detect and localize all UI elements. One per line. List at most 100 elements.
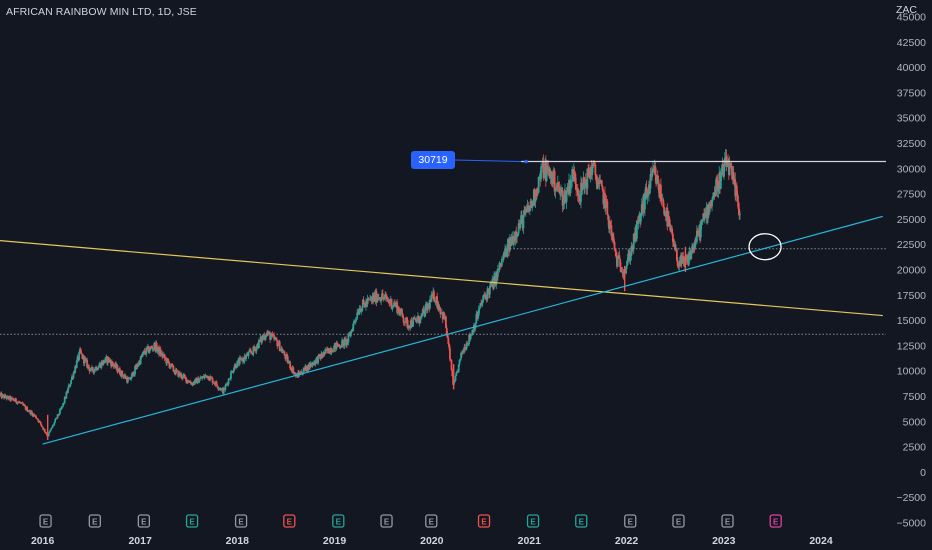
- earnings-badge-box: [39, 514, 52, 528]
- candle-body: [474, 323, 477, 329]
- candle-body: [134, 366, 136, 375]
- earnings-badge[interactable]: E: [137, 514, 150, 528]
- candle-body: [366, 298, 369, 305]
- candle-body: [166, 358, 169, 361]
- candle-body: [19, 401, 21, 403]
- candle-body: [93, 369, 96, 373]
- candle-body: [404, 322, 407, 324]
- candle-body: [727, 161, 729, 166]
- candle-body: [554, 190, 557, 192]
- candle-body: [353, 320, 355, 324]
- candle-body: [595, 174, 598, 181]
- candle-body: [243, 356, 246, 362]
- candle-body: [329, 348, 332, 353]
- candle-body: [606, 201, 609, 215]
- candle-body: [112, 364, 115, 367]
- candle-body: [408, 325, 411, 328]
- candle-body: [565, 190, 568, 203]
- candle-body: [209, 376, 212, 381]
- candle-body: [116, 365, 119, 373]
- earnings-badge[interactable]: E: [721, 514, 734, 528]
- y-tick-label: 12500: [897, 340, 926, 352]
- earnings-badge[interactable]: E: [769, 514, 782, 528]
- candle-body: [117, 371, 120, 373]
- candle-body: [459, 358, 462, 360]
- candle-body: [286, 356, 289, 363]
- candle-body: [88, 367, 91, 372]
- earnings-badge[interactable]: E: [425, 514, 438, 528]
- candle-body: [584, 179, 587, 184]
- candle-body: [543, 173, 546, 179]
- y-tick-label: 45000: [897, 12, 926, 24]
- earnings-badge[interactable]: E: [624, 514, 637, 528]
- earnings-badge[interactable]: E: [39, 514, 52, 528]
- candle-body: [175, 369, 178, 371]
- earnings-badge[interactable]: E: [526, 514, 540, 528]
- earnings-badge[interactable]: E: [575, 514, 588, 528]
- candle-body: [55, 417, 58, 419]
- candle-body: [520, 215, 522, 224]
- ascending-trendline[interactable]: [42, 215, 883, 445]
- candle-body: [460, 352, 463, 359]
- candle-body: [168, 363, 171, 368]
- candle-body: [317, 355, 319, 364]
- candle-body: [39, 422, 42, 425]
- candle-body: [156, 349, 159, 352]
- candle-body: [233, 367, 236, 371]
- candle-body: [10, 397, 13, 401]
- y-tick-label: 2500: [903, 442, 927, 454]
- x-tick-label: 2019: [323, 535, 347, 547]
- resistance-anchor-point[interactable]: [524, 159, 528, 164]
- candle-body: [637, 219, 640, 224]
- resistance-price-callout[interactable]: 30719: [411, 151, 455, 169]
- candle-body: [607, 214, 610, 221]
- candle-body: [261, 336, 264, 343]
- earnings-badge-box: [137, 514, 150, 528]
- candle-body: [446, 333, 449, 338]
- candle-body: [709, 202, 712, 205]
- candle-body: [467, 343, 470, 345]
- candle-body: [486, 288, 489, 300]
- candle-body: [51, 427, 53, 429]
- x-tick-label: 2024: [809, 535, 833, 547]
- earnings-badge[interactable]: E: [672, 514, 685, 528]
- earnings-badge-letter: E: [141, 518, 147, 527]
- candle-body: [502, 254, 505, 260]
- candle-body: [426, 304, 429, 311]
- candle-body: [475, 314, 478, 324]
- candle-body: [363, 302, 366, 305]
- candle-body: [229, 378, 232, 380]
- candle-body: [380, 299, 383, 302]
- candle-body: [445, 316, 447, 328]
- earnings-badge-letter: E: [238, 518, 244, 527]
- candle-body: [624, 269, 627, 273]
- y-tick-label: 7500: [903, 391, 927, 403]
- candle-body: [473, 324, 475, 333]
- earnings-badge[interactable]: E: [88, 514, 101, 528]
- price-scale-panel[interactable]: [886, 0, 932, 550]
- earnings-badge[interactable]: E: [380, 514, 393, 528]
- candle-body: [477, 309, 480, 316]
- candle-body: [561, 190, 564, 206]
- earnings-badge[interactable]: E: [185, 514, 199, 528]
- candle-body: [449, 347, 451, 360]
- highlight-circle[interactable]: [748, 233, 782, 261]
- candle-body: [605, 199, 608, 202]
- earnings-badge[interactable]: E: [332, 514, 345, 528]
- earnings-badge[interactable]: E: [283, 514, 296, 528]
- candle-body: [347, 334, 350, 343]
- earnings-badge-box: [332, 514, 345, 528]
- descending-trendline[interactable]: [0, 240, 883, 317]
- candle-body: [723, 165, 725, 177]
- candle-body: [540, 166, 543, 168]
- candle-body: [247, 352, 250, 357]
- candle-body: [163, 354, 166, 359]
- earnings-badge[interactable]: E: [477, 514, 491, 528]
- y-tick-label: 17500: [897, 290, 926, 302]
- candle-body: [510, 239, 513, 246]
- candle-body: [500, 265, 502, 267]
- earnings-badge[interactable]: E: [234, 514, 248, 528]
- candle-body: [381, 293, 384, 298]
- candle-body: [516, 233, 519, 236]
